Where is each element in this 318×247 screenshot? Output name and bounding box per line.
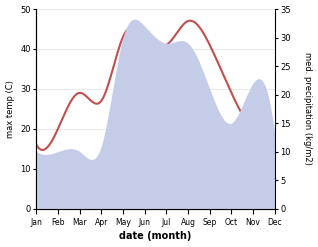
- Y-axis label: med. precipitation (kg/m2): med. precipitation (kg/m2): [303, 52, 313, 165]
- X-axis label: date (month): date (month): [119, 231, 192, 242]
- Y-axis label: max temp (C): max temp (C): [5, 80, 15, 138]
